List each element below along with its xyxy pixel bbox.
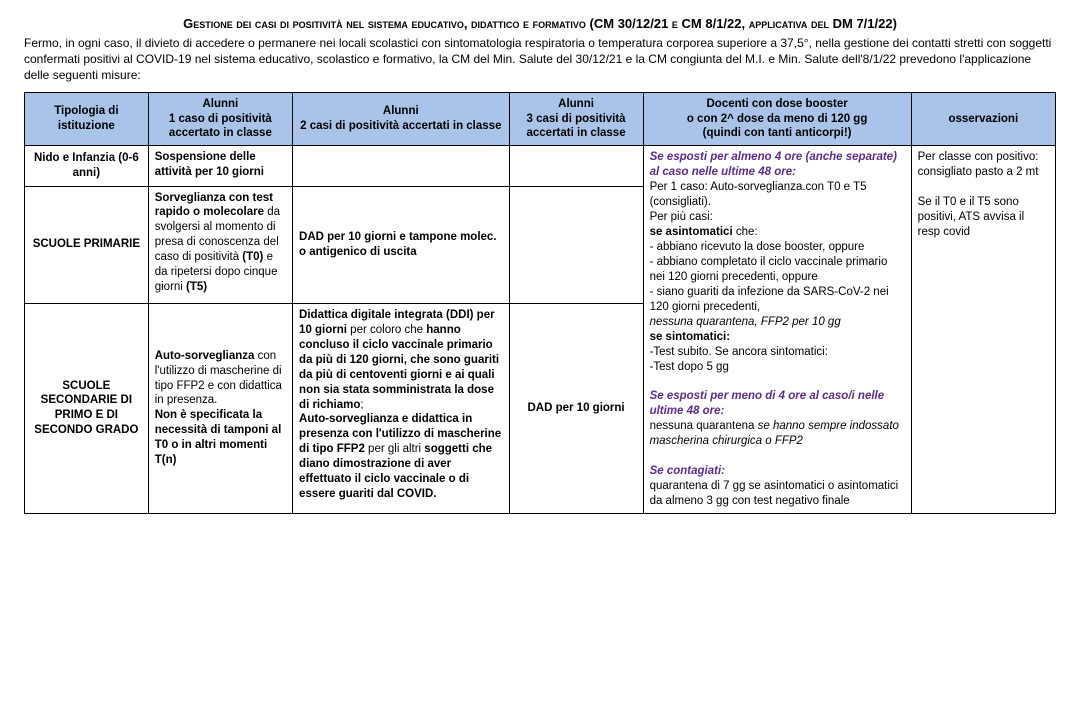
row-label-nido: Nido e Infanzia (0-6 anni) <box>25 146 149 186</box>
text: - abbiano ricevuto la dose booster, oppu… <box>650 241 865 253</box>
text: Non è specificata la necessità di tampon… <box>155 409 282 466</box>
text: Per più casi: <box>650 211 713 223</box>
text: per gli altri <box>365 443 424 455</box>
text: nessuna quarantena, FFP2 per 10 gg <box>650 316 841 328</box>
cell-nido-c3 <box>509 146 643 186</box>
header-c2: Alunni 2 casi di positività accertati in… <box>293 92 510 146</box>
text: nessuna quarantena <box>650 420 758 432</box>
table-row: Nido e Infanzia (0-6 anni) Sospensione d… <box>25 146 1056 186</box>
cell-nido-c1: Sospensione delle attività per 10 giorni <box>148 146 292 186</box>
text: -Test subito. Se ancora sintomatici: <box>650 346 828 358</box>
text: Auto-sorveglianza <box>155 350 255 362</box>
header-doc: Docenti con dose booster o con 2^ dose d… <box>643 92 911 146</box>
text: Se esposti per meno di 4 ore al caso/i n… <box>650 390 885 417</box>
page-title: Gestione dei casi di positività nel sist… <box>24 16 1056 31</box>
header-c3: Alunni 3 casi di positività accertati in… <box>509 92 643 146</box>
text: DAD per 10 giorni e tampone molec. o ant… <box>299 231 496 258</box>
text: ; <box>360 399 363 411</box>
cell-secondarie-c2: Didattica digitale integrata (DDI) per 1… <box>293 303 510 513</box>
text: che: <box>733 226 758 238</box>
text: Se contagiati: <box>650 465 725 477</box>
text: per coloro che <box>347 324 426 336</box>
text: (T5) <box>186 281 207 293</box>
text: hanno concluso il ciclo vaccinale primar… <box>299 324 499 411</box>
cell-nido-c2 <box>293 146 510 186</box>
text: - siano guariti da infezione da SARS-CoV… <box>650 286 889 313</box>
text: Sorveglianza con test rapido o molecolar… <box>155 192 273 219</box>
cell-primarie-c1: Sorveglianza con test rapido o molecolar… <box>148 186 292 303</box>
text: (T0) <box>242 251 263 263</box>
text: Sospensione delle attività per 10 giorni <box>155 151 264 178</box>
main-table: Tipologia di istituzione Alunni 1 caso d… <box>24 92 1056 514</box>
text: Per 1 caso: Auto-sorveglianza.con T0 e T… <box>650 181 867 208</box>
text: Se esposti per almeno 4 ore (anche separ… <box>650 151 897 178</box>
cell-osservazioni: Per classe con positivo: consigliato pas… <box>911 146 1055 514</box>
row-label-primarie: SCUOLE PRIMARIE <box>25 186 149 303</box>
header-oss: osservazioni <box>911 92 1055 146</box>
header-c1: Alunni 1 caso di positività accertato in… <box>148 92 292 146</box>
text: quarantena di 7 gg se asintomatici o asi… <box>650 480 899 507</box>
text: se asintomatici <box>650 226 733 238</box>
intro-paragraph: Fermo, in ogni caso, il divieto di acced… <box>24 35 1056 84</box>
cell-docenti: Se esposti per almeno 4 ore (anche separ… <box>643 146 911 514</box>
cell-primarie-c3 <box>509 186 643 303</box>
text: - abbiano completato il ciclo vaccinale … <box>650 256 888 283</box>
text: -Test dopo 5 gg <box>650 361 729 373</box>
cell-primarie-c2: DAD per 10 giorni e tampone molec. o ant… <box>293 186 510 303</box>
row-label-secondarie: SCUOLE SECONDARIE DI PRIMO E DI SECONDO … <box>25 303 149 513</box>
text: Se il T0 e il T5 sono positivi, ATS avvi… <box>918 196 1025 238</box>
text: se sintomatici: <box>650 331 731 343</box>
header-tipo: Tipologia di istituzione <box>25 92 149 146</box>
text: DAD per 10 giorni <box>527 402 624 414</box>
table-header-row: Tipologia di istituzione Alunni 1 caso d… <box>25 92 1056 146</box>
cell-secondarie-c1: Auto-sorveglianza con l'utilizzo di masc… <box>148 303 292 513</box>
cell-secondarie-c3: DAD per 10 giorni <box>509 303 643 513</box>
text: Per classe con positivo: consigliato pas… <box>918 151 1039 178</box>
